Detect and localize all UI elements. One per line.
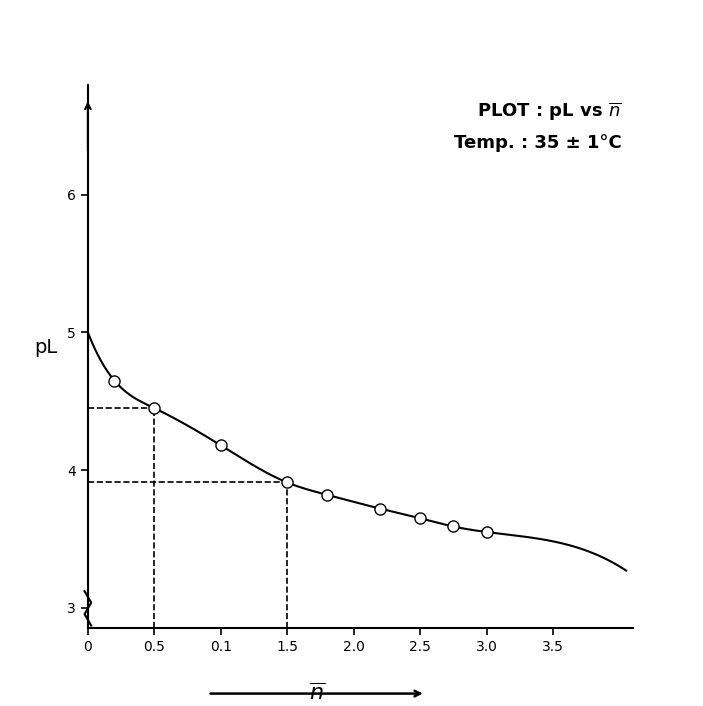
Text: Temp. : 35 ± 1°C: Temp. : 35 ± 1°C bbox=[454, 133, 622, 152]
Text: PLOT : pL vs $\overline{n}$: PLOT : pL vs $\overline{n}$ bbox=[477, 101, 622, 124]
Text: $\overline{n}$: $\overline{n}$ bbox=[309, 683, 325, 704]
Y-axis label: pL: pL bbox=[34, 337, 58, 357]
